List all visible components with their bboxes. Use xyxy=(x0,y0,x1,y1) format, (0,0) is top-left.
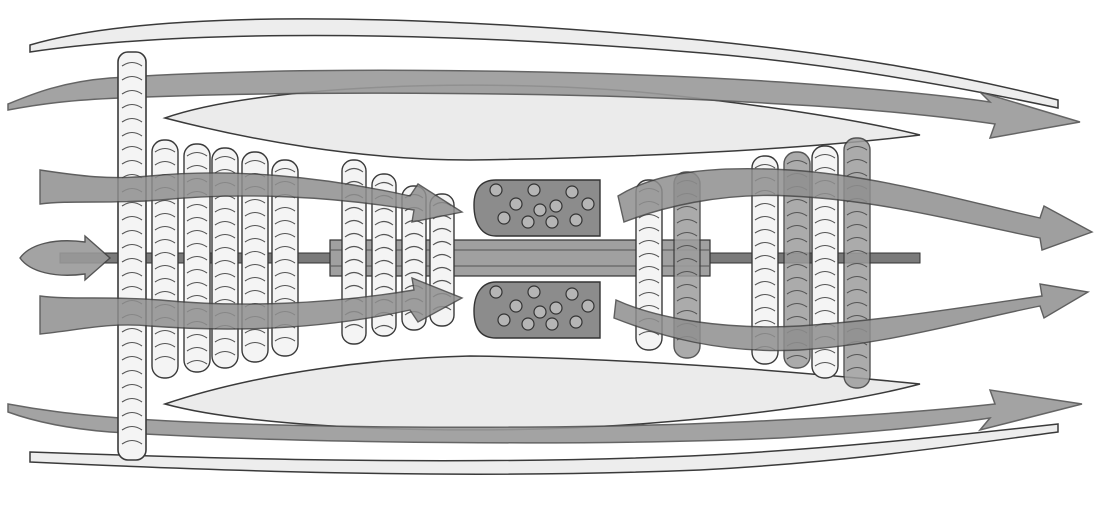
outer-bypass-bottom-arrow xyxy=(29,423,1059,475)
core-flow-top-arrow xyxy=(39,169,464,223)
turbine-stage-icon xyxy=(843,137,871,389)
bypass-top-arrow xyxy=(7,69,1081,139)
airflow-arrow-icon xyxy=(613,283,1091,352)
airflow-arrow-icon xyxy=(19,234,112,282)
airflow-arrow-icon xyxy=(617,167,1094,251)
fan xyxy=(117,51,147,461)
intake-center-arrow xyxy=(19,234,112,282)
exhaust-top-arrow xyxy=(617,167,1094,251)
turbine-stage-icon xyxy=(751,155,779,365)
turbine-stage-icon xyxy=(811,145,839,379)
outer-bypass-top-arrow xyxy=(29,18,1059,109)
combustion-chamber-top xyxy=(473,179,601,237)
outer-bypass-top-band xyxy=(29,18,1059,109)
combustor-holes xyxy=(489,183,595,229)
bypass-bottom-arrow xyxy=(7,389,1083,444)
airflow-arrow-icon xyxy=(39,276,464,335)
core-flow-bottom-arrow xyxy=(39,276,464,335)
outer-bypass-bottom-band xyxy=(29,423,1059,475)
combustor-holes xyxy=(489,285,595,331)
combustion-chamber-bottom xyxy=(473,281,601,339)
airflow-arrow-icon xyxy=(7,389,1083,444)
airflow-arrow-icon xyxy=(39,169,464,223)
airflow-arrow-icon xyxy=(7,69,1081,139)
exhaust-bottom-arrow xyxy=(613,283,1091,352)
